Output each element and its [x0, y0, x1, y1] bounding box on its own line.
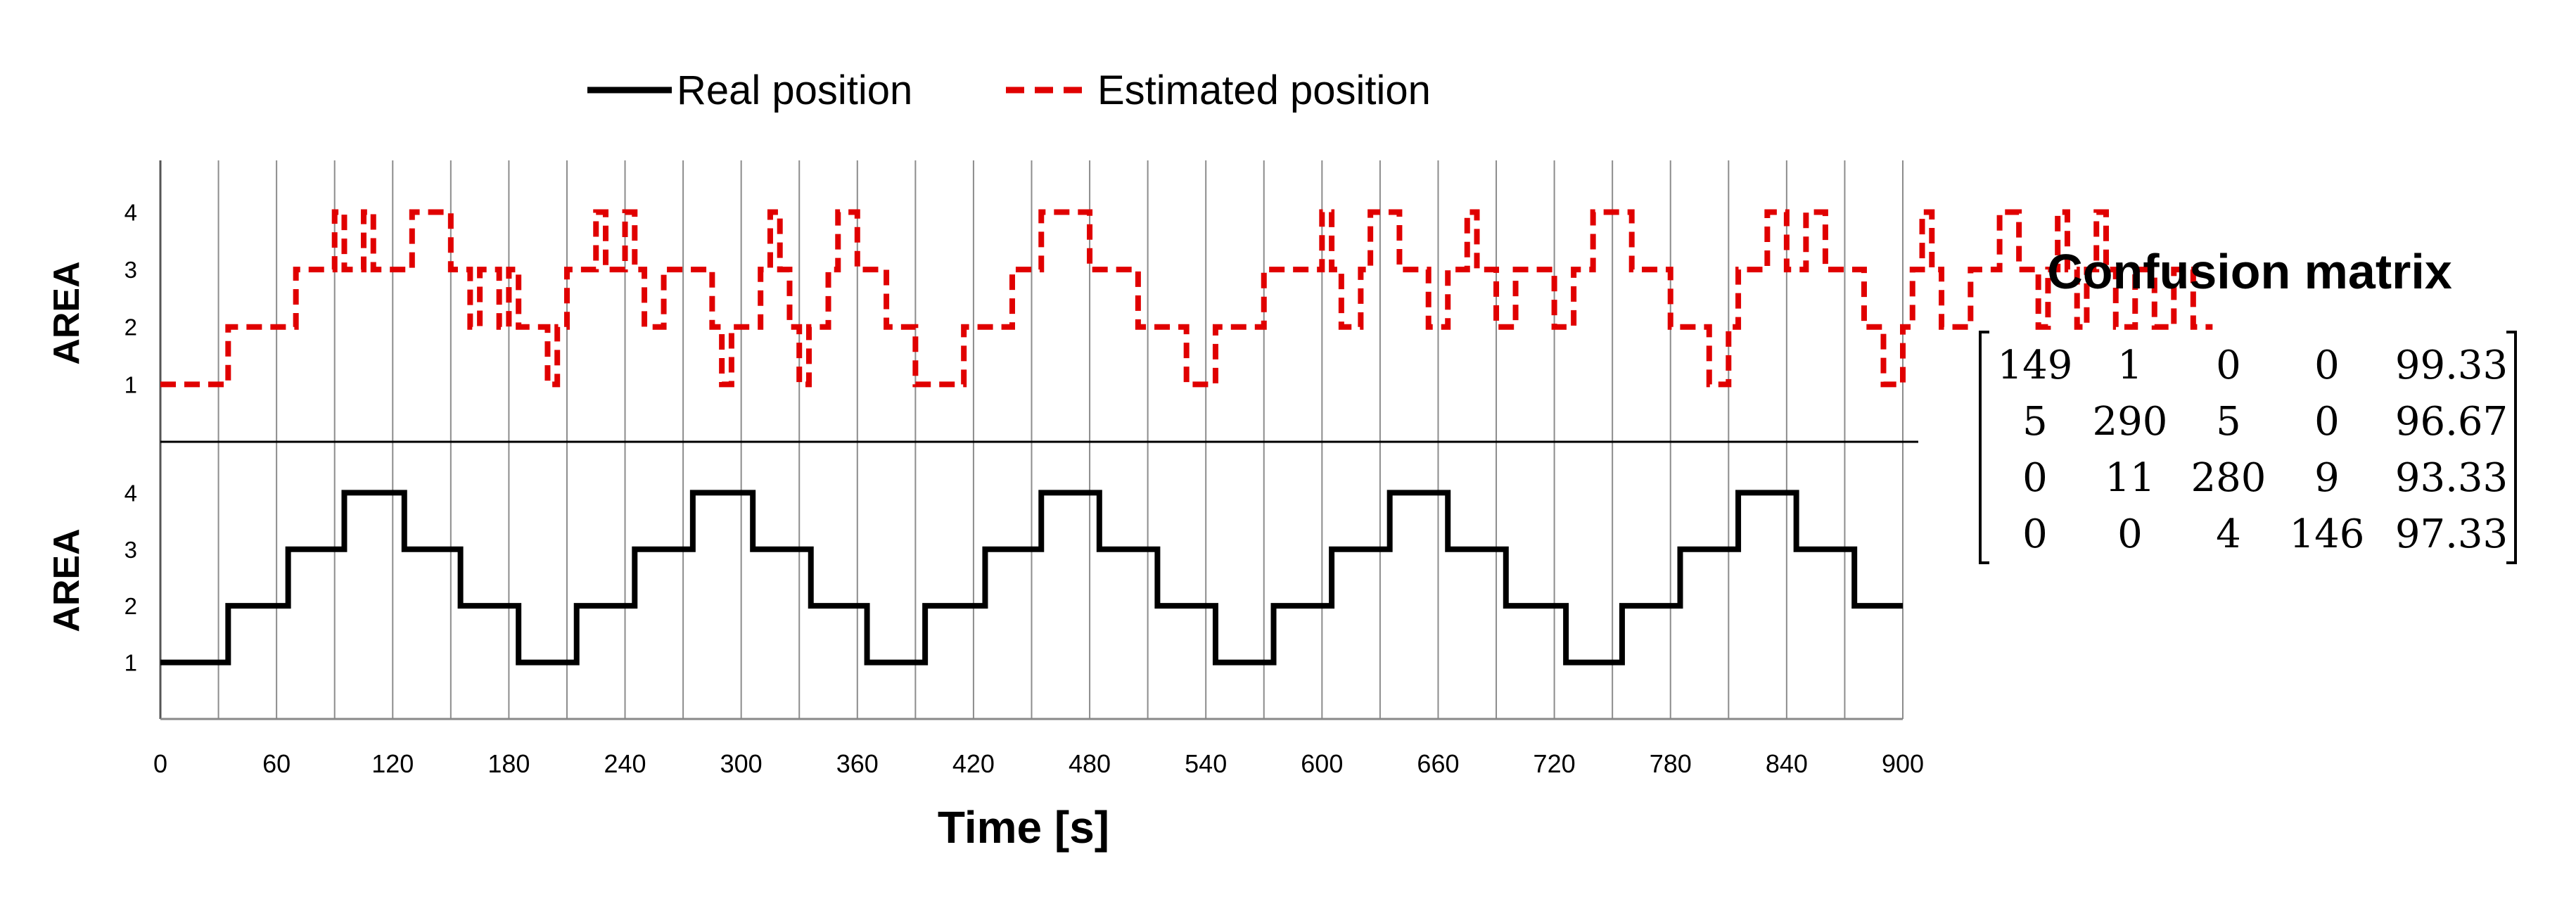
x-tick-label: 480: [1069, 749, 1111, 778]
estimated-position-line: [160, 209, 2213, 388]
y-tick-label: 2: [125, 314, 137, 340]
bottom-y-axis-label: AREA: [46, 528, 87, 632]
matrix-cell: 99.33: [2395, 343, 2508, 388]
x-axis-label: Time [s]: [938, 802, 1109, 853]
y-tick-label: 3: [125, 537, 137, 563]
top-y-axis-label: AREA: [46, 261, 87, 364]
x-tick-label: 60: [262, 749, 291, 778]
x-tick-label: 780: [1650, 749, 1692, 778]
matrix-cell: 1: [2117, 343, 2143, 388]
x-tick-label: 720: [1534, 749, 1576, 778]
x-tick-label: 0: [153, 749, 167, 778]
matrix-cell: 93.33: [2395, 455, 2508, 501]
matrix-cells: 149 1 0 0 99.33 5 290 5 0 96.67 0 11 280 9 93.33 0 0 4 146…: [1998, 343, 2508, 557]
top-y-tick-labels: 1 2 3 4: [125, 199, 137, 397]
confusion-matrix-title: Confusion matrix: [2047, 244, 2452, 299]
matrix-cell: 0: [2314, 343, 2340, 388]
vertical-gridlines: [217, 160, 1904, 719]
matrix-cell: 0: [2022, 511, 2048, 557]
confusion-matrix: Confusion matrix 149 1 0 0 99.33 5 290 5 0 96.67 0…: [1979, 244, 2517, 564]
y-tick-label: 3: [125, 257, 137, 283]
real-position-line: [160, 490, 1903, 666]
matrix-cell: 149: [1998, 343, 2073, 388]
matrix-cell: 96.67: [2395, 399, 2508, 445]
matrix-cell: 11: [2105, 455, 2155, 501]
x-tick-label: 540: [1185, 749, 1227, 778]
y-tick-label: 4: [125, 199, 137, 225]
legend-real-label: Real position: [677, 68, 912, 113]
y-tick-label: 1: [125, 371, 137, 397]
matrix-cell: 0: [2022, 455, 2048, 501]
x-tick-label: 360: [836, 749, 879, 778]
x-tick-label: 240: [604, 749, 646, 778]
x-tick-label: 300: [720, 749, 763, 778]
matrix-cell: 5: [2022, 399, 2048, 445]
x-tick-labels: 0 60 120 180 240 300 360 420 480 540 600 660 720 780 8…: [153, 749, 1924, 778]
matrix-cell: 5: [2216, 399, 2241, 445]
matrix-cell: 0: [2216, 343, 2241, 388]
y-tick-label: 2: [125, 593, 137, 619]
matrix-cell: 146: [2290, 511, 2365, 557]
y-tick-label: 1: [125, 650, 137, 676]
x-tick-label: 840: [1766, 749, 1808, 778]
x-tick-label: 180: [487, 749, 530, 778]
x-tick-label: 120: [371, 749, 414, 778]
matrix-left-bracket: [1979, 331, 1989, 564]
x-tick-label: 660: [1417, 749, 1459, 778]
matrix-right-bracket: [2506, 331, 2517, 564]
matrix-cell: 9: [2314, 455, 2340, 501]
matrix-cell: 97.33: [2395, 511, 2508, 557]
matrix-cell: 4: [2216, 511, 2241, 557]
matrix-cell: 290: [2093, 399, 2168, 445]
x-tick-label: 900: [1882, 749, 1924, 778]
matrix-cell: 0: [2314, 399, 2340, 445]
x-tick-label: 600: [1301, 749, 1343, 778]
legend: Real position Estimated position: [587, 68, 1431, 113]
bottom-y-tick-labels: 1 2 3 4: [125, 480, 137, 675]
y-tick-label: 4: [125, 480, 137, 506]
x-tick-label: 420: [952, 749, 995, 778]
legend-estimated-label: Estimated position: [1097, 68, 1431, 113]
matrix-cell: 0: [2117, 511, 2143, 557]
matrix-cell: 280: [2191, 455, 2266, 501]
